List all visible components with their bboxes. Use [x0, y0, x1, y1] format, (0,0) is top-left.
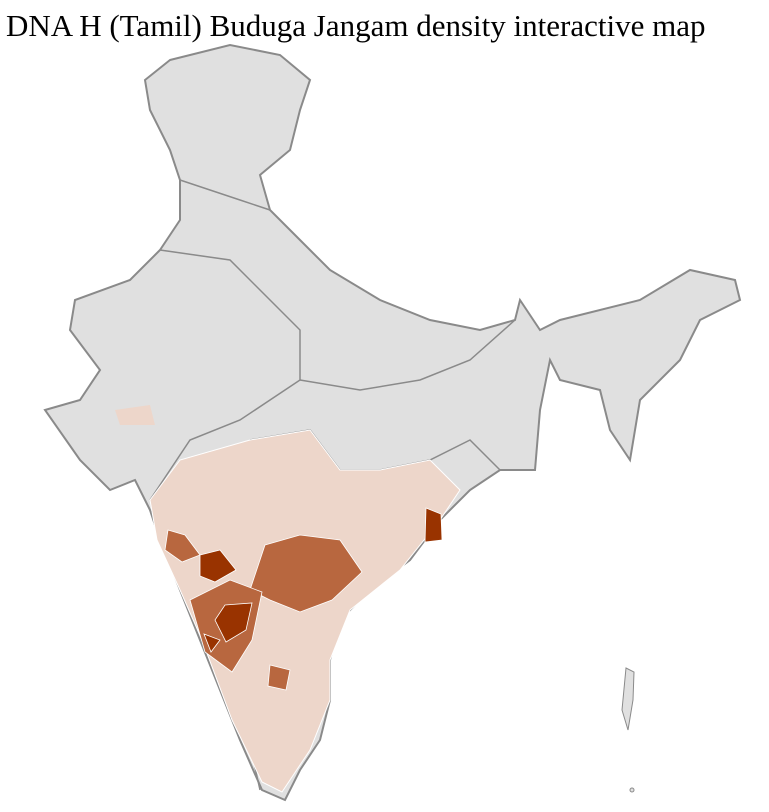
andaman-islands [621, 667, 635, 793]
map-title: DNA H (Tamil) Buduga Jangam density inte… [6, 8, 706, 43]
district-medium[interactable] [164, 529, 201, 563]
medium-density-districts [164, 529, 363, 691]
district-medium[interactable] [267, 664, 291, 691]
district-high[interactable] [424, 507, 443, 543]
district-high[interactable] [199, 549, 237, 583]
high-density-districts [199, 507, 443, 653]
district-high[interactable] [214, 602, 253, 643]
region-low-density[interactable] [149, 429, 461, 793]
region-low-density-gujarat[interactable] [115, 405, 155, 425]
district-high[interactable] [203, 633, 221, 653]
